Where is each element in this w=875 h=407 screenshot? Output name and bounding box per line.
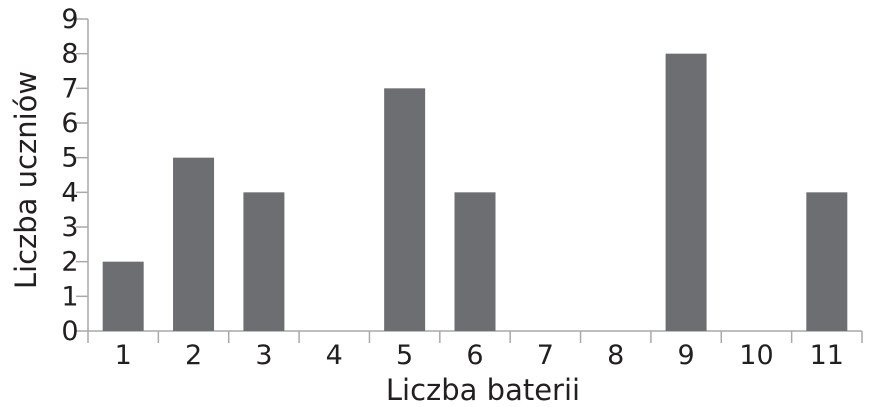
y-tick-label: 5 xyxy=(61,143,78,174)
y-tick-label: 3 xyxy=(61,212,78,243)
y-tick-label: 0 xyxy=(61,316,78,347)
bars xyxy=(103,54,848,331)
x-tick-label: 1 xyxy=(115,340,132,371)
y-tick-label: 9 xyxy=(61,4,78,35)
x-tick-label: 5 xyxy=(396,340,413,371)
bar-5 xyxy=(384,88,425,331)
x-tick-label: 11 xyxy=(810,340,844,371)
y-tick-label: 8 xyxy=(61,39,78,70)
x-tick-label: 6 xyxy=(466,340,483,371)
bar-2 xyxy=(173,158,214,331)
x-tick-label: 8 xyxy=(607,340,624,371)
bar-9 xyxy=(666,54,707,331)
y-tick-label: 7 xyxy=(61,73,78,104)
bar-1 xyxy=(103,262,144,331)
x-tick-label: 9 xyxy=(677,340,694,371)
x-tick-label: 2 xyxy=(185,340,202,371)
x-tick-label: 4 xyxy=(326,340,343,371)
x-tick-label: 7 xyxy=(537,340,554,371)
y-axis-ticks: 0 12 3 45 6 78 9 xyxy=(61,4,88,347)
x-axis-title: Liczba baterii xyxy=(386,373,580,407)
x-tick-label: 10 xyxy=(739,340,773,371)
bar-3 xyxy=(243,192,284,331)
bar-6 xyxy=(455,192,496,331)
x-axis-ticks: 1 2 3 4 5 6 7 8 9 10 11 xyxy=(88,331,862,371)
bar-11 xyxy=(806,192,847,331)
y-tick-label: 2 xyxy=(61,247,78,278)
y-tick-label: 1 xyxy=(61,281,78,312)
y-axis-title: Liczba uczniów xyxy=(9,71,43,289)
y-tick-label: 4 xyxy=(61,177,78,208)
y-tick-label: 6 xyxy=(61,108,78,139)
x-tick-label: 3 xyxy=(255,340,272,371)
